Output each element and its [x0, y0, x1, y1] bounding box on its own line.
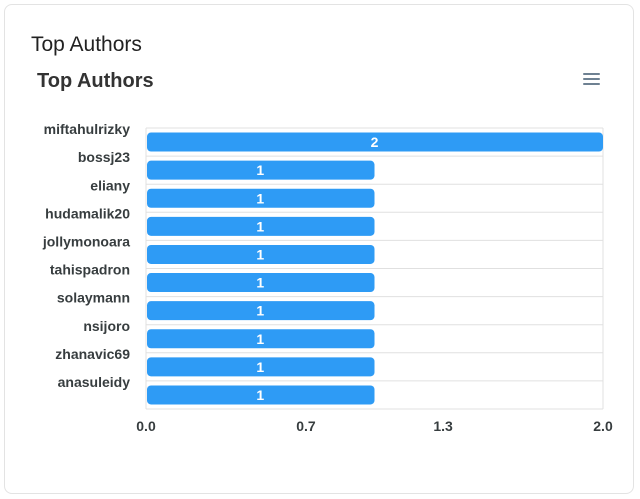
data-label: 1	[256, 190, 264, 206]
category-label: anasuleidy	[58, 374, 131, 390]
data-label: 1	[256, 303, 264, 319]
data-label: 1	[256, 162, 264, 178]
bar[interactable]	[147, 188, 375, 208]
data-label: 1	[256, 331, 264, 347]
x-tick-label: 1.3	[433, 418, 453, 434]
bar[interactable]	[147, 216, 375, 236]
x-tick-label: 0.7	[296, 418, 316, 434]
data-label: 1	[256, 387, 264, 403]
hamburger-menu-icon	[582, 73, 600, 75]
category-label: bossj23	[78, 149, 130, 165]
bar[interactable]	[147, 160, 375, 180]
data-label: 1	[256, 359, 264, 375]
data-label: 1	[256, 246, 264, 262]
chart-title: Top Authors	[37, 70, 154, 92]
bar[interactable]	[147, 301, 375, 321]
bar[interactable]	[147, 385, 375, 405]
bar[interactable]	[147, 244, 375, 264]
bars: 2 1 1 1 1 1 1 1 1 1	[147, 132, 603, 405]
category-label: miftahulrizky	[44, 121, 131, 137]
category-label: solaymann	[57, 290, 130, 306]
chart-menu-button[interactable]	[578, 66, 604, 92]
bar[interactable]	[147, 273, 375, 293]
category-label: eliany	[90, 177, 130, 193]
category-label: hudamalik20	[45, 205, 130, 221]
category-labels: miftahulrizky bossj23 eliany hudamalik20 jol…	[42, 121, 130, 390]
x-tick-label: 0.0	[136, 418, 156, 434]
bar[interactable]	[147, 329, 375, 349]
bar[interactable]	[147, 132, 603, 152]
grid-lines	[145, 127, 604, 410]
data-label: 1	[256, 275, 264, 291]
category-label: nsijoro	[83, 318, 130, 334]
card-title: Top Authors	[31, 33, 142, 56]
category-label: tahispadron	[50, 262, 130, 278]
data-label: 2	[371, 134, 379, 150]
x-axis-ticks: 0.0 0.7 1.3 2.0	[136, 418, 613, 434]
data-label: 1	[256, 218, 264, 234]
category-label: zhanavic69	[55, 346, 130, 362]
hamburger-menu-icon-line	[582, 83, 600, 85]
x-tick-label: 2.0	[593, 418, 613, 434]
category-label: jollymonoara	[42, 233, 130, 249]
bar[interactable]	[147, 357, 375, 377]
hamburger-menu-icon-line	[582, 78, 600, 80]
